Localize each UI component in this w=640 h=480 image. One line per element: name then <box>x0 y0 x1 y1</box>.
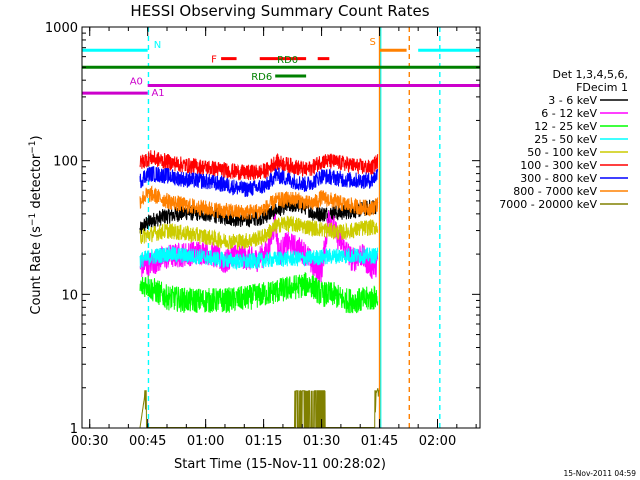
status-label-s: S <box>370 37 376 48</box>
y-axis-label-sup1: −1 <box>28 213 38 226</box>
legend-label-8: 800 - 7000 keV <box>513 185 597 198</box>
x-tick-label-6: 01:45 <box>361 434 398 449</box>
series-line-9 <box>139 388 380 428</box>
series-line-3 <box>139 272 379 314</box>
series-line-6 <box>139 150 379 181</box>
status-label-a0: A0 <box>130 77 143 88</box>
status-label-rd0: RD0 <box>277 55 298 66</box>
x-tick-label-5: 01:30 <box>303 434 340 449</box>
x-axis-label: Start Time (15-Nov-11 00:28:02) <box>174 457 386 472</box>
y-tick-label-2: 10 <box>61 288 78 303</box>
chart-title: HESSI Observing Summary Count Rates <box>130 2 429 20</box>
legend-header-line-1: Det 1,3,4,5,6, <box>552 68 628 81</box>
x-tick-label-7: 02:00 <box>419 434 456 449</box>
series-line-4 <box>139 246 379 271</box>
legend-header-line-2: FDecim 1 <box>576 81 628 94</box>
series-line-7 <box>139 166 379 197</box>
status-label-rd6: RD6 <box>251 72 272 83</box>
legend-label-3: 12 - 25 keV <box>534 120 597 133</box>
status-label-n: N <box>154 40 161 51</box>
legend-header: Det 1,3,4,5,6, FDecim 1 <box>552 68 628 94</box>
x-tick-label-2: 00:45 <box>129 434 166 449</box>
status-label-a1: A1 <box>151 88 164 99</box>
y-axis-label-pre: Count Rate (s <box>29 226 44 315</box>
legend-label-9: 7000 - 20000 keV <box>499 198 597 211</box>
legend-label-5: 50 - 100 keV <box>527 146 597 159</box>
plot-frame <box>81 26 481 429</box>
legend-label-7: 300 - 800 keV <box>520 172 597 185</box>
y-axis-label-sup2: −1 <box>28 140 38 153</box>
x-tick-label-1: 00:30 <box>71 434 108 449</box>
y-tick-label-1: 1 <box>70 422 78 437</box>
y-axis-label-post: ) <box>29 135 44 140</box>
x-tick-label-3: 01:00 <box>187 434 224 449</box>
y-axis-label: Count Rate (s−1 detector−1) <box>28 135 44 314</box>
legend-label-2: 6 - 12 keV <box>541 107 597 120</box>
legend-label-6: 100 - 300 keV <box>520 159 597 172</box>
y-axis-label-mid: detector <box>29 153 44 213</box>
legend-label-4: 25 - 50 keV <box>534 133 597 146</box>
y-tick-label-3: 100 <box>53 155 78 170</box>
plot-timestamp: 15-Nov-2011 04:59 <box>564 469 637 478</box>
series-line-8 <box>139 185 379 221</box>
legend-label-1: 3 - 6 keV <box>548 94 597 107</box>
series-line-5 <box>139 215 379 251</box>
status-label-f: F <box>211 55 217 66</box>
y-tick-label-4: 1000 <box>45 21 78 36</box>
x-tick-label-4: 01:15 <box>245 434 282 449</box>
plot-layer: N S F RD0 RD6 A0 A1 1 10 100 1000 00:30 00:45 01:00 01… <box>45 21 628 449</box>
